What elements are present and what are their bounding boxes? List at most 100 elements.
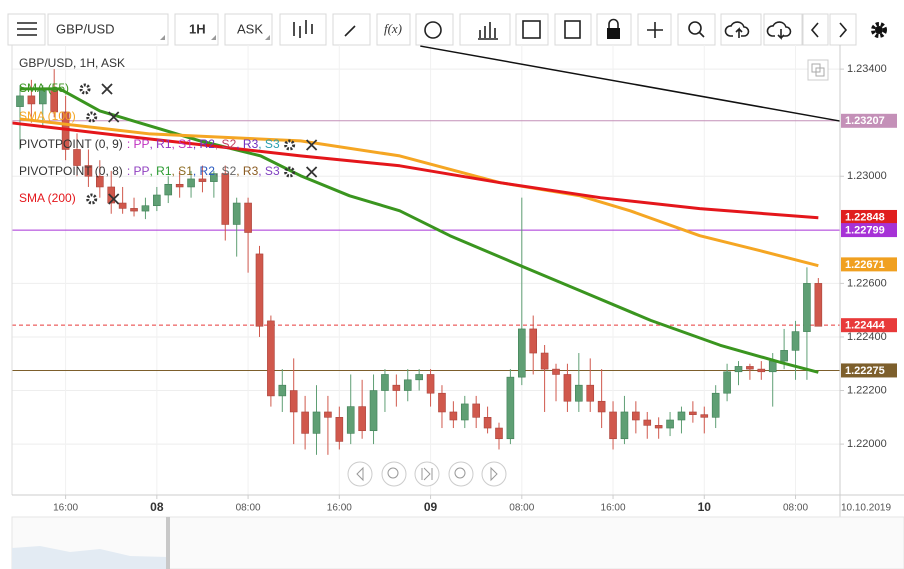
sma-line [11,121,819,220]
candle-body [107,186,116,204]
bars-icon [478,22,498,40]
symbol-select[interactable] [47,13,169,46]
y-tick-label: 1.22200 [847,384,887,396]
price-type: ASK [237,21,263,36]
x-tick-label: 16:00 [53,503,78,514]
pivot-component: , S3 [258,137,280,151]
navigation-buttons [347,461,507,487]
price-label: 1.22444 [845,320,886,332]
scroll-right[interactable] [481,461,507,487]
remove-icon[interactable] [108,193,120,205]
candle-body [96,175,104,188]
candle-body [814,283,823,327]
remove-icon[interactable] [305,166,318,178]
legend-entry: PIVOTPOINT (0, 9) [19,137,123,151]
x-tick-label: 16:00 [327,503,352,514]
x-tick-label: 10 [698,500,712,514]
candle-body [449,411,458,421]
remove-icon[interactable] [101,83,113,95]
candle-body [438,392,446,413]
y-tick-label: 1.22600 [847,277,887,289]
settings-icon[interactable] [284,139,296,151]
settings-icon[interactable] [86,111,98,123]
x-tick-label: 09 [424,500,438,514]
legend-entry: SMA (100) [19,109,76,123]
candle-body [609,411,617,440]
settings-icon[interactable] [284,166,296,178]
pivot-component: , R3 [236,164,258,178]
next-button[interactable] [829,13,857,46]
date-label: 10.10.2019 [841,503,891,514]
chart-type-button[interactable] [279,13,327,46]
calendar-button[interactable] [515,13,549,46]
x-tick-label: 08 [150,500,164,514]
candle-body [16,95,24,107]
zoom-icon [688,21,702,35]
candle-body [632,411,640,421]
price-label: 1.23207 [845,115,885,127]
remove-icon[interactable] [108,111,120,123]
scroll-left[interactable] [347,461,373,487]
candle-body [369,390,378,432]
candle-body [654,425,663,429]
candle-body [586,384,595,402]
candle-body [358,406,366,432]
candle-body [552,368,560,375]
candle-body [734,366,743,373]
candle-body [312,411,321,434]
trend-line [420,45,841,122]
price-label-box [841,113,897,128]
pivot-component: , S2 [215,164,237,178]
news-button[interactable] [554,13,592,46]
candle-body [677,411,686,421]
zoom-in[interactable] [448,461,474,487]
candle-body [597,400,606,413]
upload-button[interactable] [720,13,762,46]
candle-body [153,194,161,207]
pivot-component: , S2 [215,137,237,151]
settings-icon[interactable] [871,22,887,38]
info-icon [424,21,442,39]
reset-icon [421,467,433,481]
candle-body [540,352,549,370]
candle-body [73,149,81,166]
candle-body [506,376,515,440]
plot-area [11,45,841,495]
candle-body [335,417,344,442]
zoom-button[interactable] [677,13,716,46]
price-label-box [841,209,897,224]
candle-body [472,403,480,418]
download-button[interactable] [763,13,803,46]
expand-button[interactable] [807,59,829,81]
candle-body [643,419,652,426]
candle-body [141,205,150,212]
interval-select[interactable] [174,13,219,46]
settings-icon[interactable] [79,83,91,95]
scroll-right-icon [490,466,498,482]
candle-body [244,202,252,233]
x-tick-label: 08:00 [783,503,808,514]
candle-body [666,419,674,429]
pivot-component: , R2 [193,164,215,178]
settings-icon[interactable] [86,193,98,205]
navigator-area [12,546,168,569]
function-button[interactable] [376,13,411,46]
remove-icon[interactable] [305,139,318,151]
candle-body [346,406,355,434]
y-tick-label: 1.22400 [847,331,887,343]
zoom-out[interactable] [381,461,407,487]
candle-body [255,253,264,327]
candle-body [392,384,401,391]
zoom-out-icon [387,467,399,479]
info-button[interactable] [415,13,454,46]
reset[interactable] [414,461,440,487]
navigator-handle[interactable] [166,517,170,569]
candle-body [483,417,492,429]
doc-icon [564,20,581,39]
y-tick-label: 1.23400 [847,63,887,75]
lock-shackle [608,18,619,28]
pivot-component: , S1 [172,137,194,151]
prev-button[interactable] [802,13,829,46]
candle-body [426,374,435,394]
